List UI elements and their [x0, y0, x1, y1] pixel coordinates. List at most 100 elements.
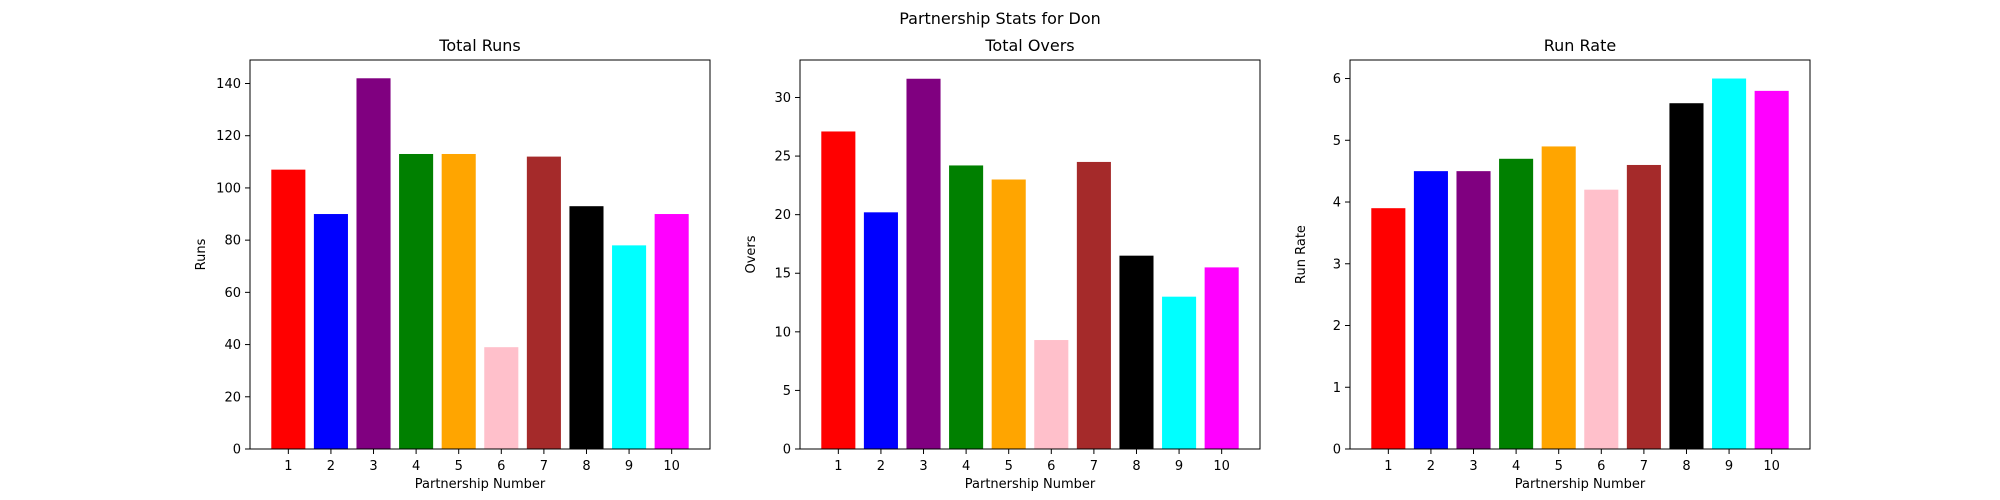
- x-tick-label: 4: [412, 459, 420, 474]
- x-tick-label: 1: [284, 459, 292, 474]
- y-tick-label: 20: [224, 390, 241, 405]
- y-tick-label: 30: [774, 91, 791, 106]
- x-tick-label: 2: [327, 459, 335, 474]
- x-tick-label: 5: [1555, 459, 1563, 474]
- y-tick-label: 0: [783, 443, 791, 458]
- bar-3: [356, 78, 391, 449]
- subplot-total-overs: Total Overs Partnership Number Overs 1 2 3…: [744, 36, 1261, 492]
- x-tick-label: 1: [834, 459, 842, 474]
- bar-10: [1754, 90, 1789, 450]
- x-tick-label: 8: [1682, 459, 1690, 474]
- x-tick-label: 7: [540, 459, 548, 474]
- axes-frame: [249, 59, 711, 450]
- bar-6: [484, 347, 519, 449]
- y-tick-label: 0: [1333, 443, 1341, 458]
- x-axis-label: Partnership Number: [1515, 477, 1646, 492]
- subplot-title: Total Runs: [438, 36, 520, 55]
- x-tick-label: 9: [1725, 459, 1733, 474]
- bar-4: [1499, 158, 1534, 450]
- y-tick-label: 100: [216, 181, 241, 196]
- y-tick-label: 0: [233, 443, 241, 458]
- y-tick-label: 2: [1333, 319, 1341, 334]
- x-tick-label: 5: [455, 459, 463, 474]
- y-axis-label: Runs: [194, 238, 209, 270]
- y-tick-label: 40: [224, 338, 241, 353]
- bar-1: [821, 131, 856, 449]
- bar-10: [1204, 267, 1239, 449]
- y-tick-label: 6: [1333, 72, 1341, 87]
- x-tick-label: 1: [1384, 459, 1392, 474]
- bar-9: [1712, 78, 1747, 450]
- axes-frame: [799, 59, 1261, 450]
- x-tick-label: 6: [1597, 459, 1605, 474]
- x-tick-label: 10: [663, 459, 680, 474]
- y-tick-label: 3: [1333, 257, 1341, 272]
- y-tick-label: 20: [774, 208, 791, 223]
- x-tick-label: 4: [962, 459, 970, 474]
- bar-3: [1456, 171, 1491, 449]
- bar-2: [863, 212, 898, 449]
- bar-6: [1034, 340, 1069, 449]
- axes-frame: [1349, 59, 1811, 450]
- y-ticks: 0 1 2 3 4 5 6: [1333, 72, 1350, 458]
- bar-4: [949, 165, 984, 449]
- bar-8: [1119, 255, 1154, 449]
- subplot-run-rate: Run Rate Partnership Number Run Rate 1 2 3…: [1294, 36, 1811, 492]
- y-tick-label: 60: [224, 286, 241, 301]
- x-tick-label: 10: [1763, 459, 1780, 474]
- bar-7: [1076, 161, 1111, 449]
- bar-9: [612, 245, 647, 449]
- x-tick-label: 3: [369, 459, 377, 474]
- bar-10: [654, 214, 689, 449]
- bar-5: [1541, 146, 1576, 449]
- y-tick-label: 10: [774, 325, 791, 340]
- subplot-title: Run Rate: [1544, 36, 1616, 55]
- y-axis-label: Overs: [744, 235, 759, 273]
- x-tick-label: 7: [1640, 459, 1648, 474]
- bar-1: [271, 169, 306, 449]
- x-tick-label: 2: [1427, 459, 1435, 474]
- x-ticks: 1 2 3 4 5 6 7 8 9 10: [1384, 449, 1780, 474]
- y-tick-label: 15: [774, 267, 791, 282]
- y-tick-label: 80: [224, 234, 241, 249]
- x-tick-label: 9: [1175, 459, 1183, 474]
- bars: [271, 78, 689, 450]
- x-tick-label: 8: [1132, 459, 1140, 474]
- x-axis-label: Partnership Number: [965, 477, 1096, 492]
- x-ticks: 1 2 3 4 5 6 7 8 9 10: [834, 449, 1230, 474]
- x-ticks: 1 2 3 4 5 6 7 8 9 10: [284, 449, 680, 474]
- figure-suptitle: Partnership Stats for Don: [899, 9, 1101, 28]
- x-tick-label: 2: [877, 459, 885, 474]
- bar-3: [906, 78, 941, 449]
- x-tick-label: 3: [1469, 459, 1477, 474]
- y-tick-label: 4: [1333, 196, 1341, 211]
- bar-9: [1162, 296, 1197, 449]
- y-tick-label: 25: [774, 150, 791, 165]
- y-tick-label: 140: [216, 77, 241, 92]
- bar-8: [1669, 103, 1704, 449]
- y-tick-label: 1: [1333, 381, 1341, 396]
- x-tick-label: 9: [625, 459, 633, 474]
- x-axis-label: Partnership Number: [415, 477, 546, 492]
- x-tick-label: 6: [497, 459, 505, 474]
- subplot-title: Total Overs: [984, 36, 1074, 55]
- x-tick-label: 8: [582, 459, 590, 474]
- bar-2: [1413, 171, 1448, 449]
- bar-5: [991, 179, 1026, 449]
- x-tick-label: 10: [1213, 459, 1230, 474]
- subplot-total-runs: Total Runs Partnership Number Runs 1 2 3 4 5…: [194, 36, 711, 492]
- x-tick-label: 6: [1047, 459, 1055, 474]
- x-tick-label: 5: [1005, 459, 1013, 474]
- bar-6: [1584, 189, 1619, 450]
- x-tick-label: 7: [1090, 459, 1098, 474]
- bar-7: [526, 156, 561, 449]
- bars: [821, 78, 1239, 449]
- x-tick-label: 4: [1512, 459, 1520, 474]
- x-tick-label: 3: [919, 459, 927, 474]
- bars: [1371, 78, 1789, 450]
- bar-8: [569, 206, 604, 449]
- y-tick-label: 120: [216, 129, 241, 144]
- bar-7: [1626, 164, 1661, 449]
- y-ticks: 0 20 40 60 80 100 120 140: [216, 77, 250, 458]
